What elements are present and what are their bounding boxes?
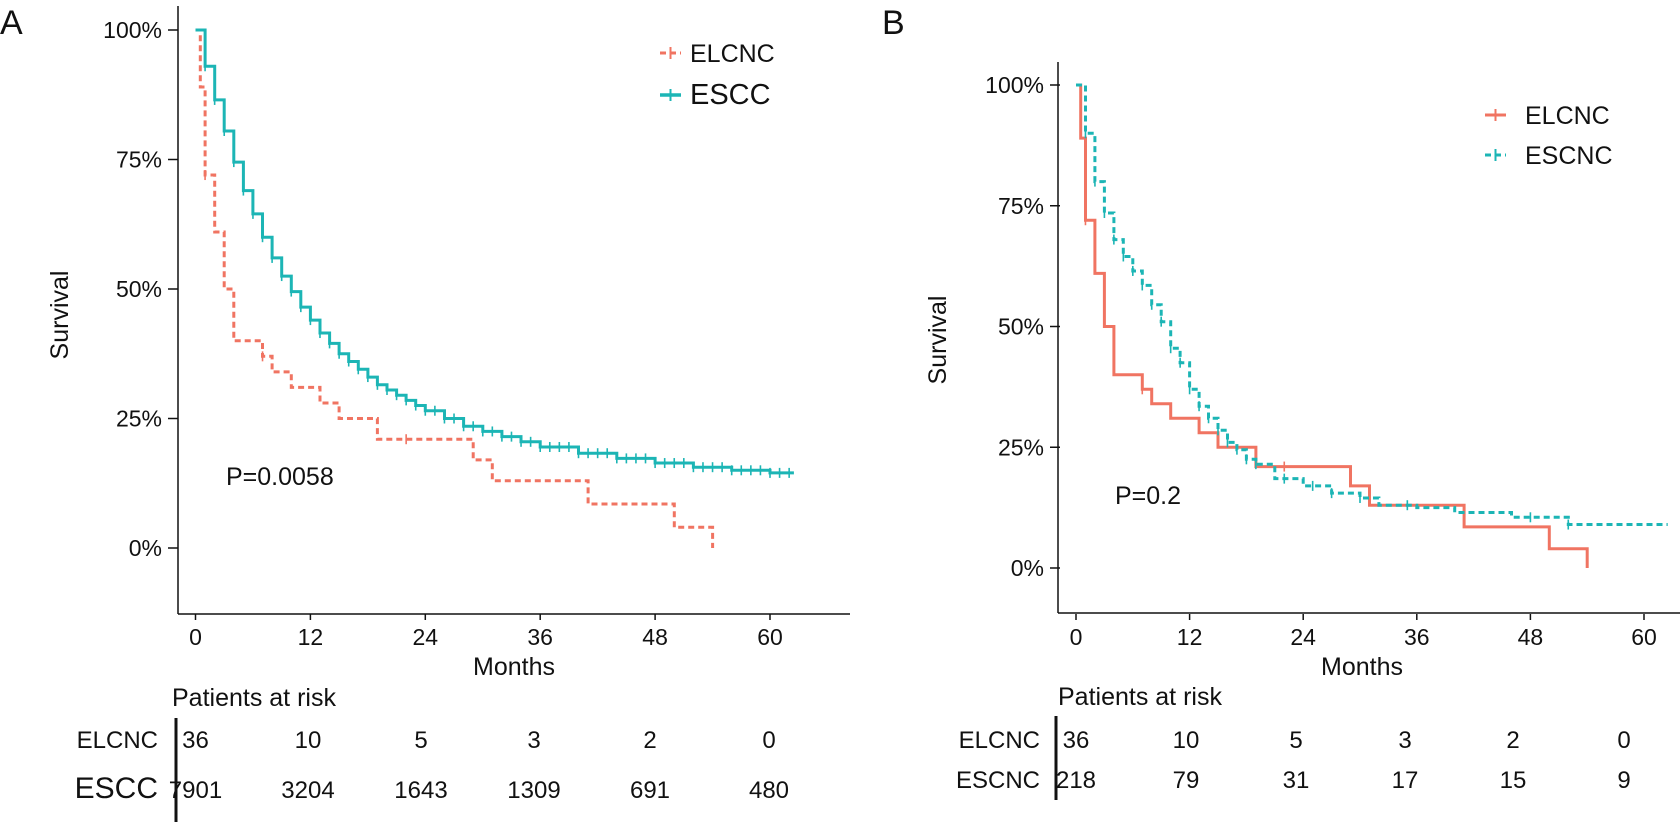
risk-table: Patients at risk ELCNC ESCC 36 10 5 3 2 0 7901… <box>75 684 789 822</box>
risk-value: 691 <box>630 777 670 804</box>
risk-value: 5 <box>414 727 427 754</box>
legend-label-elcnc: ELCNC <box>1525 102 1610 130</box>
y-tick-label: 50% <box>998 314 1044 340</box>
x-ticks: 0 12 24 36 48 60 <box>189 614 783 650</box>
risk-value: 3 <box>527 727 540 754</box>
y-ticks: 0% 25% 50% 75% 100% <box>103 17 178 561</box>
risk-value: 3 <box>1398 727 1411 754</box>
risk-value: 36 <box>182 727 209 754</box>
x-tick-label: 48 <box>642 624 668 650</box>
risk-value: 36 <box>1063 727 1090 754</box>
risk-row-label-escc: ESCC <box>75 772 158 805</box>
risk-value: 31 <box>1283 767 1310 794</box>
y-axis-title: Survival <box>924 296 952 385</box>
risk-value: 79 <box>1173 767 1200 794</box>
panel-b: B Survival Months 0% 25% 50% 75% 100% 0 12 24 3… <box>882 4 1680 800</box>
y-ticks: 0% 25% 50% 75% 100% <box>985 72 1060 581</box>
y-tick-label: 25% <box>116 406 162 432</box>
y-tick-label: 100% <box>985 72 1044 98</box>
risk-value: 1643 <box>394 777 447 804</box>
risk-value: 9 <box>1617 767 1630 794</box>
x-ticks: 0 12 24 36 48 60 <box>1070 614 1657 650</box>
risk-row-label-elcnc: ELCNC <box>959 727 1040 754</box>
panel-label-b: B <box>882 4 905 42</box>
legend: ELCNC ESCC <box>660 40 775 111</box>
risk-value: 17 <box>1392 767 1419 794</box>
y-tick-label: 50% <box>116 276 162 302</box>
y-tick-label: 0% <box>129 535 162 561</box>
risk-value: 1309 <box>507 777 560 804</box>
x-tick-label: 24 <box>1290 624 1316 650</box>
risk-value: 3204 <box>281 777 334 804</box>
risk-value: 10 <box>1173 727 1200 754</box>
risk-table: Patients at risk ELCNC ESCNC 36 10 5 3 2 0 218… <box>956 683 1631 800</box>
x-tick-label: 12 <box>298 624 324 650</box>
y-axis-title: Survival <box>46 271 74 360</box>
risk-values: 36 10 5 3 2 0 7901 3204 1643 1309 691 480 <box>169 727 789 804</box>
risk-value: 0 <box>1617 727 1630 754</box>
y-tick-label: 75% <box>116 147 162 173</box>
p-value: P=0.2 <box>1115 482 1181 510</box>
risk-value: 2 <box>643 727 656 754</box>
legend: ELCNC ESCNC <box>1485 102 1613 170</box>
x-tick-label: 60 <box>1631 624 1657 650</box>
risk-row-label-elcnc: ELCNC <box>77 727 158 754</box>
risk-table-title: Patients at risk <box>172 684 336 712</box>
panel-a: A Survival Months 0% 25% 50% 75% 100% 0 12 24 3… <box>0 4 850 822</box>
x-tick-label: 60 <box>757 624 783 650</box>
p-value: P=0.0058 <box>226 463 334 491</box>
x-axis-title: Months <box>473 653 555 681</box>
legend-label-escnc: ESCNC <box>1525 142 1613 170</box>
legend-label-escc: ESCC <box>690 79 771 111</box>
x-tick-label: 24 <box>413 624 439 650</box>
risk-value: 5 <box>1289 727 1302 754</box>
risk-value: 15 <box>1500 767 1527 794</box>
survival-curves <box>1076 83 1668 568</box>
legend-label-elcnc: ELCNC <box>690 40 775 68</box>
risk-value: 10 <box>295 727 322 754</box>
risk-value: 0 <box>762 727 775 754</box>
x-tick-label: 36 <box>527 624 553 650</box>
y-tick-label: 25% <box>998 434 1044 460</box>
x-tick-label: 0 <box>1070 624 1083 650</box>
survival-curve-elcnc <box>195 28 715 548</box>
x-axis-title: Months <box>1321 653 1403 681</box>
panel-label-a: A <box>0 4 23 42</box>
risk-row-label-escnc: ESCNC <box>956 767 1040 794</box>
y-tick-label: 100% <box>103 17 162 43</box>
y-tick-label: 0% <box>1011 555 1044 581</box>
survival-curve-escnc <box>1076 83 1668 526</box>
risk-values: 36 10 5 3 2 0 218 79 31 17 15 9 <box>1056 727 1631 794</box>
risk-value: 218 <box>1056 767 1096 794</box>
risk-value: 7901 <box>169 777 222 804</box>
x-tick-label: 48 <box>1518 624 1544 650</box>
risk-value: 2 <box>1506 727 1519 754</box>
x-tick-label: 12 <box>1177 624 1203 650</box>
x-tick-label: 36 <box>1404 624 1430 650</box>
y-tick-label: 75% <box>998 193 1044 219</box>
x-tick-label: 0 <box>189 624 202 650</box>
risk-value: 480 <box>749 777 789 804</box>
survival-curves <box>195 28 794 548</box>
survival-curve-escc <box>195 28 794 475</box>
risk-table-title: Patients at risk <box>1058 683 1222 711</box>
